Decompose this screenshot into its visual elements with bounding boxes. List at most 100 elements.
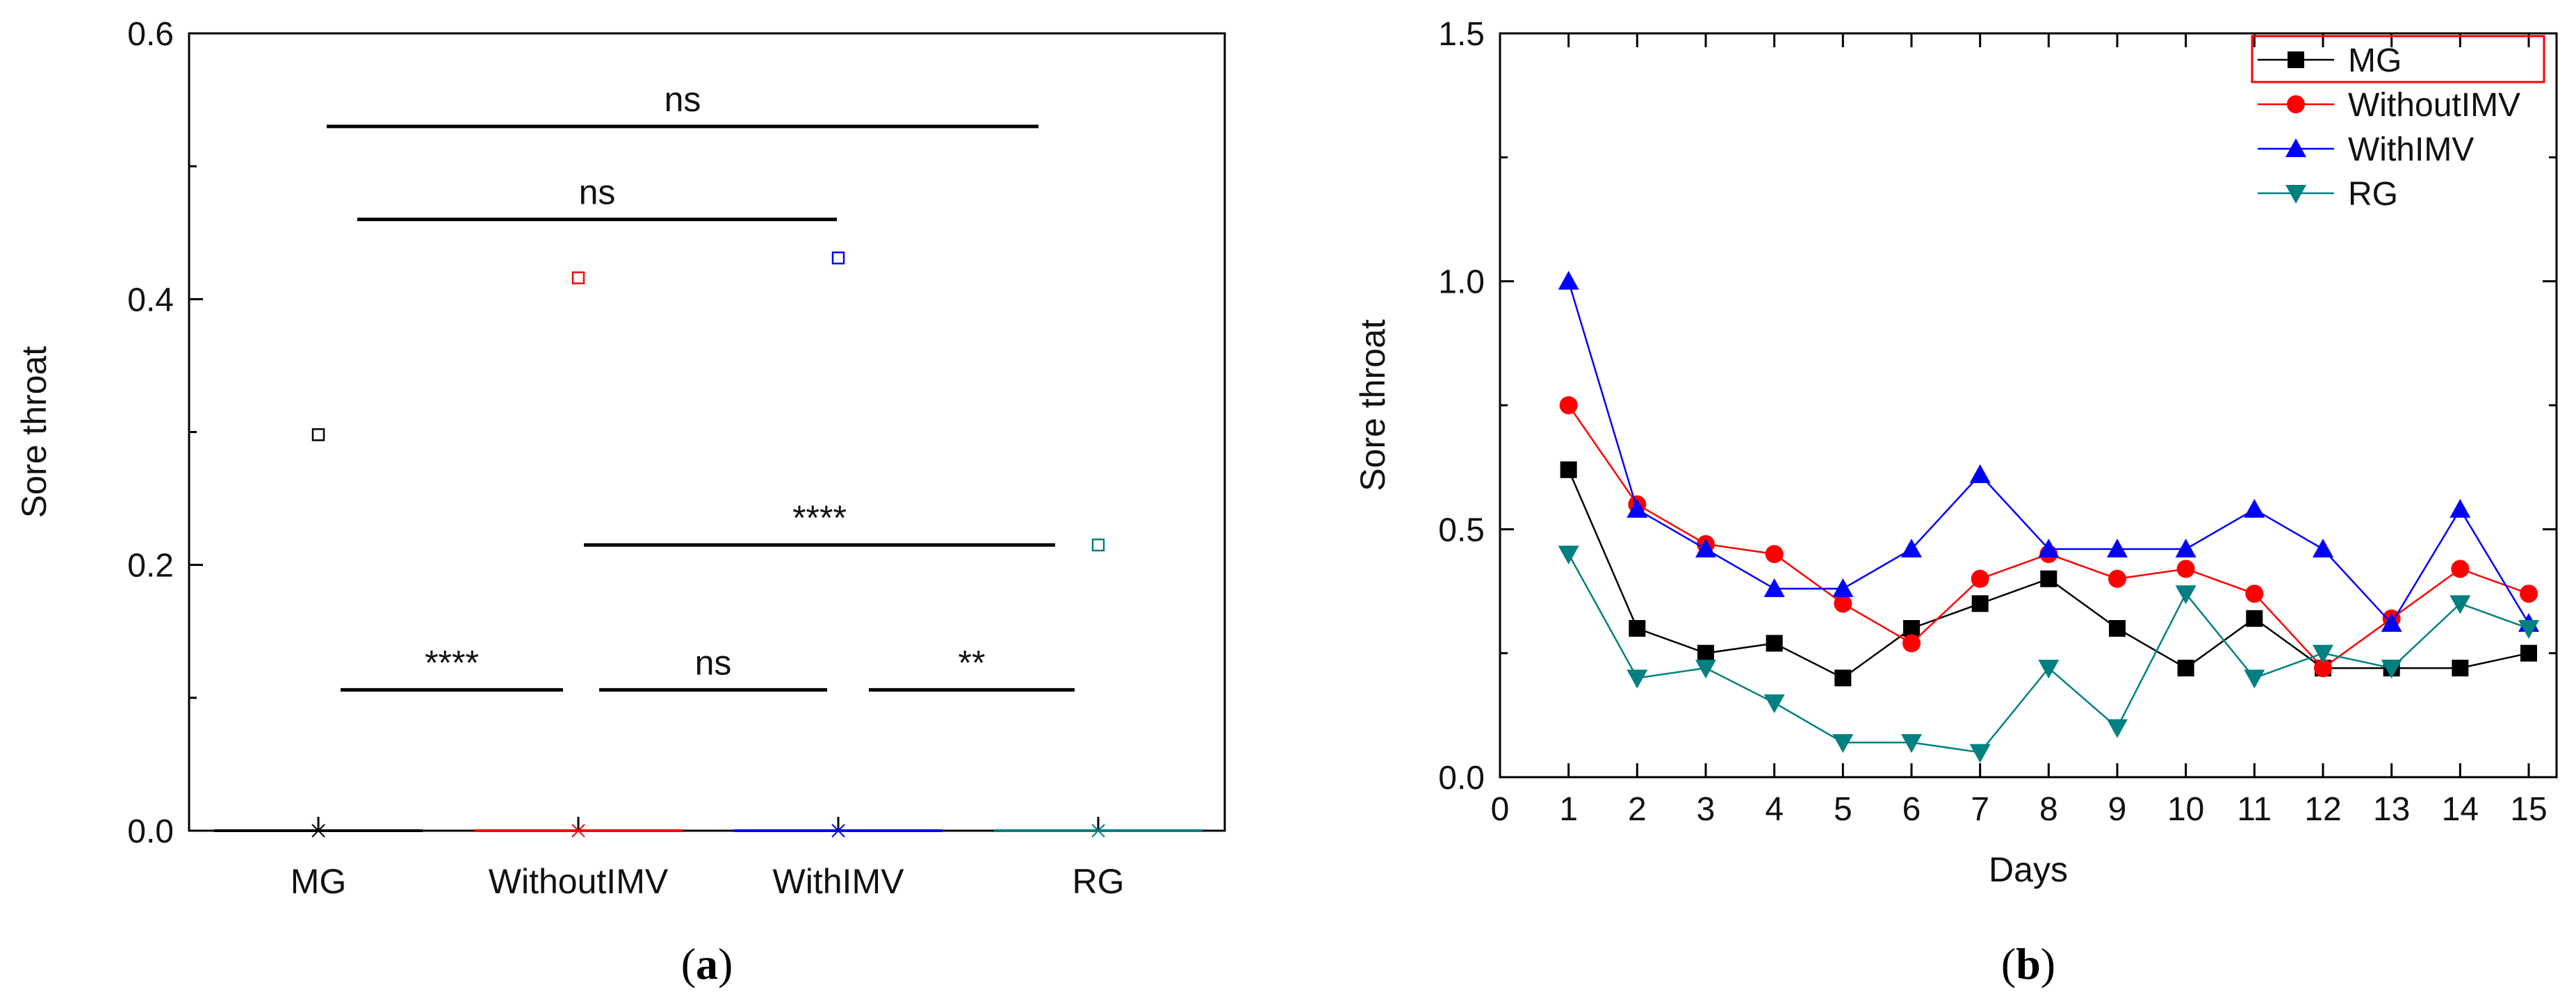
data-point: [2313, 538, 2333, 558]
mean-marker: [311, 428, 325, 441]
data-point: [2246, 610, 2263, 627]
data-point: [2381, 660, 2402, 679]
significance-label: ****: [792, 498, 847, 537]
x-tick-label: MG: [291, 862, 347, 901]
legend-label: WithoutIMV: [2348, 87, 2520, 124]
box-extreme-marker: [571, 824, 585, 838]
x-tick-label: 2: [1628, 791, 1647, 828]
x-tick-label: 1: [1559, 791, 1578, 828]
legend-marker: [2287, 95, 2305, 113]
data-point: [1695, 538, 1716, 558]
box-extreme-marker: [311, 824, 325, 838]
y-tick-label: 1.0: [1438, 264, 1485, 301]
y-axis-title: Sore throat: [15, 346, 54, 518]
data-point: [1558, 546, 1579, 564]
data-point: [2520, 644, 2537, 662]
legend: MG WithoutIMV WithIMV RG: [2251, 35, 2545, 213]
x-tick-label: WithoutIMV: [489, 862, 669, 901]
x-tick-label: 10: [2167, 791, 2204, 828]
box-extreme-marker: [1091, 824, 1105, 838]
plot-frame: [188, 32, 1226, 832]
data-point: [2313, 644, 2333, 664]
data-point: [1627, 498, 1648, 518]
data-point: [1832, 734, 1854, 754]
data-point: [2038, 660, 2060, 679]
data-point: [2244, 498, 2265, 518]
y-axis-title: Sore throat: [1353, 319, 1392, 491]
data-point: [2449, 498, 2471, 518]
legend-marker: [2285, 185, 2306, 204]
data-point: [1695, 660, 1716, 679]
data-point: [1902, 634, 1921, 653]
y-tick-label: 0.5: [1438, 512, 1485, 548]
data-point: [2107, 538, 2128, 558]
panel-a: 0.0 0.2 0.4 0.6 MG WithoutIMV WithIMV RG Sore th…: [15, 16, 1226, 988]
panel-letter-b: b: [2016, 939, 2041, 988]
y-tick-label: 0.0: [1438, 760, 1485, 797]
data-point: [2040, 570, 2057, 587]
data-point: [2177, 660, 2194, 677]
data-point: [1558, 270, 1579, 290]
y-tick-label: 0.0: [127, 813, 174, 850]
panel-label-a: (a): [681, 939, 733, 988]
data-point: [1901, 538, 1922, 558]
data-point: [1971, 595, 1989, 612]
y-tick-label: 1.5: [1438, 16, 1485, 53]
data-point: [2108, 569, 2126, 588]
data-point: [1559, 396, 1578, 414]
legend-label: WithIMV: [2348, 131, 2474, 168]
data-point: [1969, 464, 1991, 483]
panel-label-b: (b): [2001, 939, 2055, 988]
legend-highlight-box: [2251, 35, 2545, 83]
data-point: [2449, 595, 2471, 615]
data-point: [2452, 660, 2469, 677]
data-point: [2314, 659, 2332, 678]
x-tick-label: 4: [1765, 791, 1784, 828]
data-point: [1627, 669, 1648, 689]
data-point: [1971, 569, 1989, 588]
panel-letter-a: a: [696, 939, 718, 988]
x-tick-label: 7: [1971, 791, 1989, 828]
data-point: [1763, 694, 1785, 713]
data-point: [1560, 461, 1577, 478]
data-point: [2245, 585, 2264, 603]
data-point: [2451, 560, 2470, 578]
legend-marker: [2285, 138, 2306, 157]
significance-label: ns: [579, 173, 616, 212]
x-tick-label: 6: [1902, 791, 1921, 828]
data-point: [2107, 719, 2128, 738]
data-point: [2520, 585, 2538, 603]
significance-label: ns: [665, 80, 701, 119]
data-point: [2109, 620, 2126, 637]
data-point: [1903, 620, 1920, 637]
significance-label: ns: [695, 643, 732, 682]
y-tick-label: 0.6: [127, 16, 174, 53]
x-tick-label: WithIMV: [773, 862, 905, 901]
legend-label: MG: [2348, 42, 2402, 79]
x-axis-title: Days: [1989, 850, 2068, 889]
data-point: [2244, 669, 2265, 689]
x-tick-label: 13: [2373, 791, 2410, 828]
data-point: [2038, 538, 2060, 558]
mean-marker: [1091, 538, 1105, 552]
x-tick-label: 11: [2237, 791, 2272, 828]
x-tick-label: 8: [2039, 791, 2058, 828]
x-tick-label: 14: [2442, 791, 2479, 828]
data-point: [2175, 585, 2196, 605]
x-tick-label: RG: [1073, 862, 1125, 901]
mean-marker: [831, 251, 845, 265]
panel-b: 0.00.51.01.50 1 2 3 4 5 6 7 8 9 10 11 12 13 14 15DaysSo…: [1353, 16, 2558, 988]
data-point: [1765, 545, 1784, 563]
box-extreme-marker: [831, 824, 845, 838]
x-tick-label: 0: [1491, 791, 1510, 828]
legend-marker: [2288, 51, 2304, 68]
significance-label: ****: [425, 643, 479, 682]
significance-label: **: [959, 643, 986, 682]
data-point: [1763, 578, 1785, 597]
data-point: [2518, 620, 2539, 639]
data-point: [2175, 538, 2196, 558]
data-point: [1832, 578, 1854, 597]
data-point: [1969, 744, 1991, 763]
data-point: [1901, 734, 1922, 754]
data-point: [1766, 635, 1783, 652]
